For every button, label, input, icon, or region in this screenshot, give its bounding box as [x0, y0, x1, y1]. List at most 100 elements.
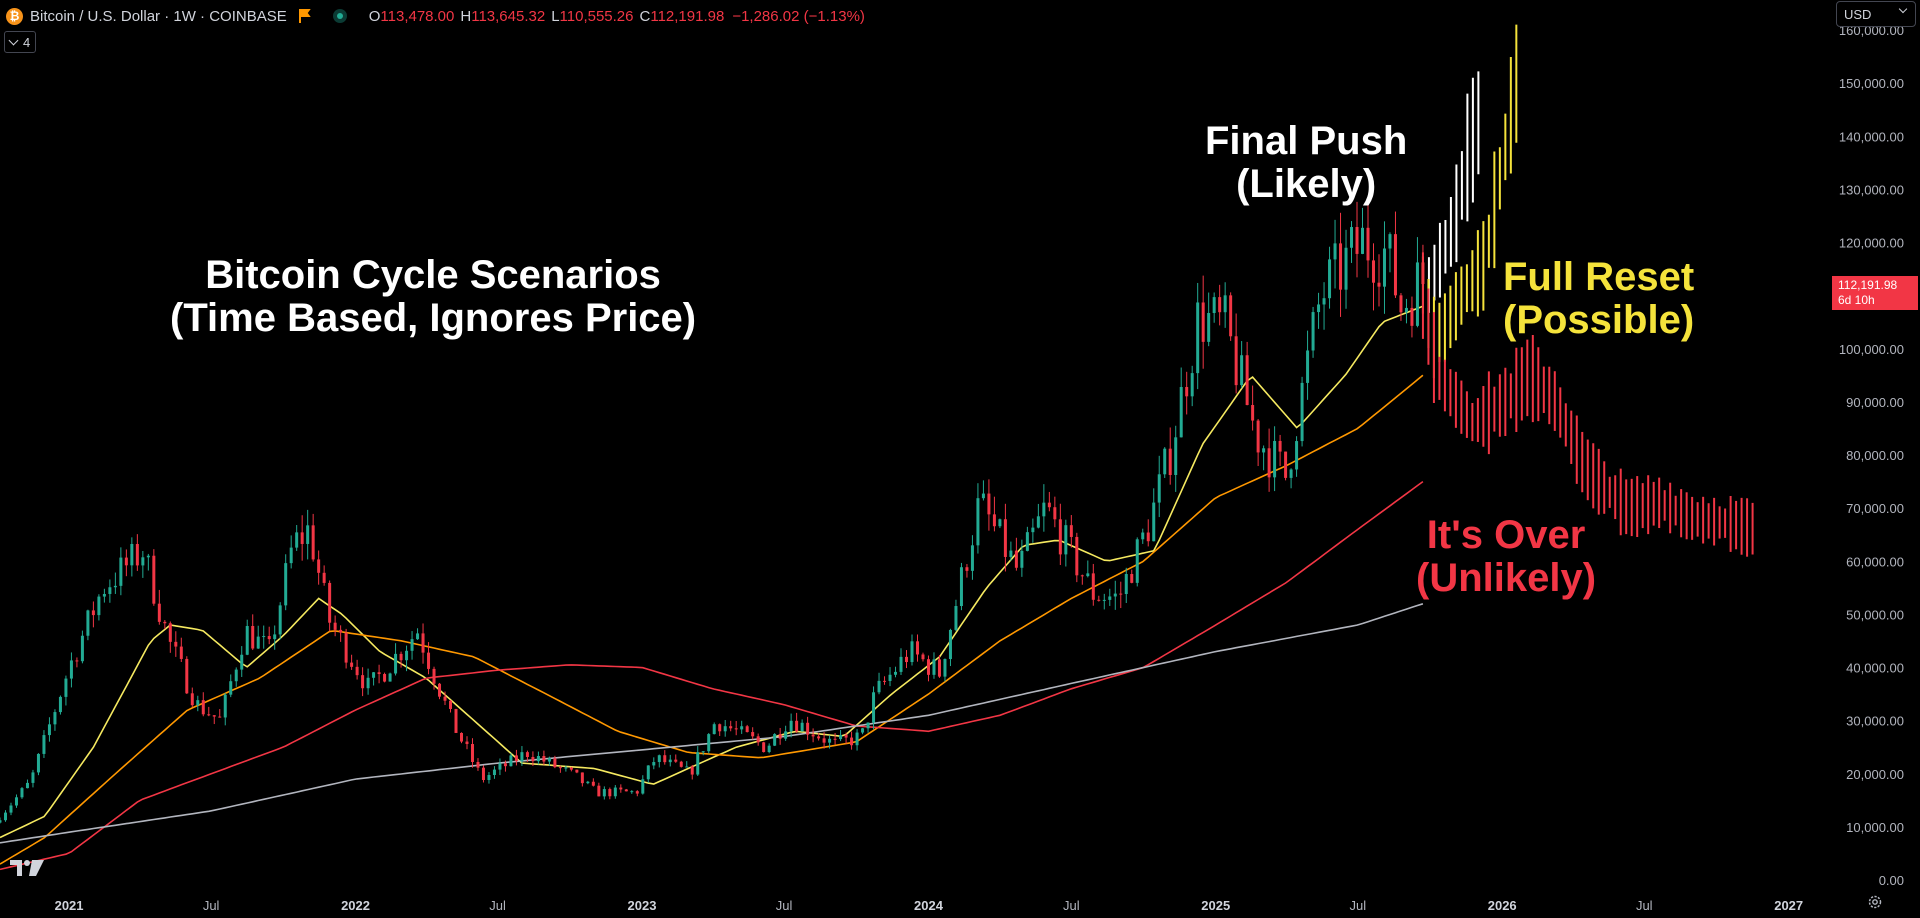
candle: [328, 580, 332, 632]
currency-value: USD: [1844, 6, 1872, 22]
candle: [531, 751, 535, 766]
full-reset-annotation[interactable]: Full Reset (Possible): [1503, 256, 1694, 342]
candle: [339, 625, 343, 642]
candle: [1267, 428, 1271, 492]
candle: [388, 672, 392, 682]
symbol-title[interactable]: Bitcoin / U.S. Dollar · 1W · COINBASE: [30, 7, 287, 25]
candle: [833, 733, 837, 745]
candle: [157, 589, 161, 625]
tradingview-logo-icon[interactable]: [10, 858, 44, 878]
candlestick-series: [0, 201, 1425, 824]
candle: [1053, 496, 1057, 528]
candle: [740, 720, 744, 734]
candle: [1377, 254, 1381, 307]
moving-average-line-1: [0, 305, 1424, 839]
candle: [619, 784, 623, 793]
candle: [234, 667, 238, 687]
candle: [80, 630, 84, 664]
candle: [58, 695, 62, 715]
candle: [1135, 537, 1139, 587]
candle: [322, 565, 326, 586]
candle: [1234, 313, 1238, 394]
candle: [734, 720, 738, 736]
market-status-icon[interactable]: [332, 9, 347, 23]
candle: [361, 667, 365, 697]
y-tick-label: 150,000.00: [1839, 76, 1904, 91]
currency-select[interactable]: USD: [1836, 1, 1916, 27]
candle: [427, 642, 431, 675]
x-tick-label: 2026: [1488, 898, 1517, 913]
candle: [767, 743, 771, 754]
candle: [190, 687, 194, 708]
final-push-annotation[interactable]: Final Push (Likely): [1205, 120, 1407, 206]
candle: [981, 480, 985, 501]
candle: [1179, 367, 1183, 438]
candle: [668, 754, 672, 767]
x-tick-label: Jul: [489, 898, 506, 913]
candle: [652, 757, 656, 770]
candle: [520, 746, 524, 766]
candle: [317, 550, 321, 585]
candle: [1146, 519, 1150, 547]
candle: [696, 746, 700, 777]
y-tick-label: 140,000.00: [1839, 129, 1904, 144]
candle: [575, 769, 579, 774]
candle: [1251, 385, 1255, 431]
candle: [86, 609, 90, 641]
candle: [822, 732, 826, 749]
flag-icon[interactable]: [298, 9, 311, 23]
candle: [685, 761, 689, 768]
scenario-3: [1421, 252, 1754, 557]
price-axis[interactable]: 0.00 10,000.00 20,000.00 30,000.00 40,000.00…: [1839, 23, 1904, 888]
candle: [663, 750, 667, 765]
moving-average-line-2: [0, 374, 1424, 865]
high-value: 113,645.32: [471, 7, 546, 25]
candle: [124, 549, 128, 577]
its-over-annotation[interactable]: It's Over (Unlikely): [1416, 514, 1596, 600]
candle: [1295, 436, 1299, 477]
candle: [163, 620, 167, 630]
candle: [366, 668, 370, 695]
candle: [877, 672, 881, 695]
candle: [948, 628, 952, 667]
candle: [223, 692, 227, 726]
candle: [1163, 447, 1167, 478]
x-tick-label: 2025: [1201, 898, 1230, 913]
its-over-line-2: (Unlikely): [1416, 556, 1597, 600]
candle: [806, 716, 810, 741]
candle: [394, 643, 398, 676]
candle: [943, 658, 947, 682]
candle: [1086, 560, 1090, 578]
indicators-toggle-button[interactable]: 4: [4, 31, 37, 53]
candle: [476, 758, 480, 771]
candle: [229, 674, 233, 698]
title-annotation[interactable]: Bitcoin Cycle Scenarios (Time Based, Ign…: [170, 254, 696, 340]
candle: [432, 666, 436, 690]
candle: [240, 646, 244, 677]
candle: [273, 625, 277, 650]
candle: [1168, 427, 1172, 485]
candle: [1366, 203, 1370, 278]
chevron-down-icon: [1898, 4, 1908, 14]
gear-icon[interactable]: [1867, 894, 1883, 910]
candle: [421, 623, 425, 664]
candle: [624, 788, 628, 792]
candle: [844, 732, 848, 744]
candle: [1382, 221, 1386, 314]
candle: [959, 562, 963, 611]
candle: [910, 634, 914, 666]
time-axis[interactable]: 2021 Jul 2022 Jul 2023 Jul 2024 Jul 2025 Jul 2026 J…: [55, 898, 1804, 913]
candle: [773, 733, 777, 747]
candle: [344, 628, 348, 669]
candle: [218, 709, 222, 718]
candle: [245, 619, 249, 656]
scenario-projections: [1421, 24, 1754, 557]
x-tick-label: Jul: [1349, 898, 1366, 913]
x-tick-label: Jul: [1063, 898, 1080, 913]
candle: [91, 601, 95, 628]
symbol-legend[interactable]: ₿ Bitcoin / U.S. Dollar · 1W · COINBASE …: [6, 5, 865, 27]
candle: [1036, 503, 1040, 529]
x-tick-label: 2022: [341, 898, 370, 913]
candle: [503, 760, 507, 772]
